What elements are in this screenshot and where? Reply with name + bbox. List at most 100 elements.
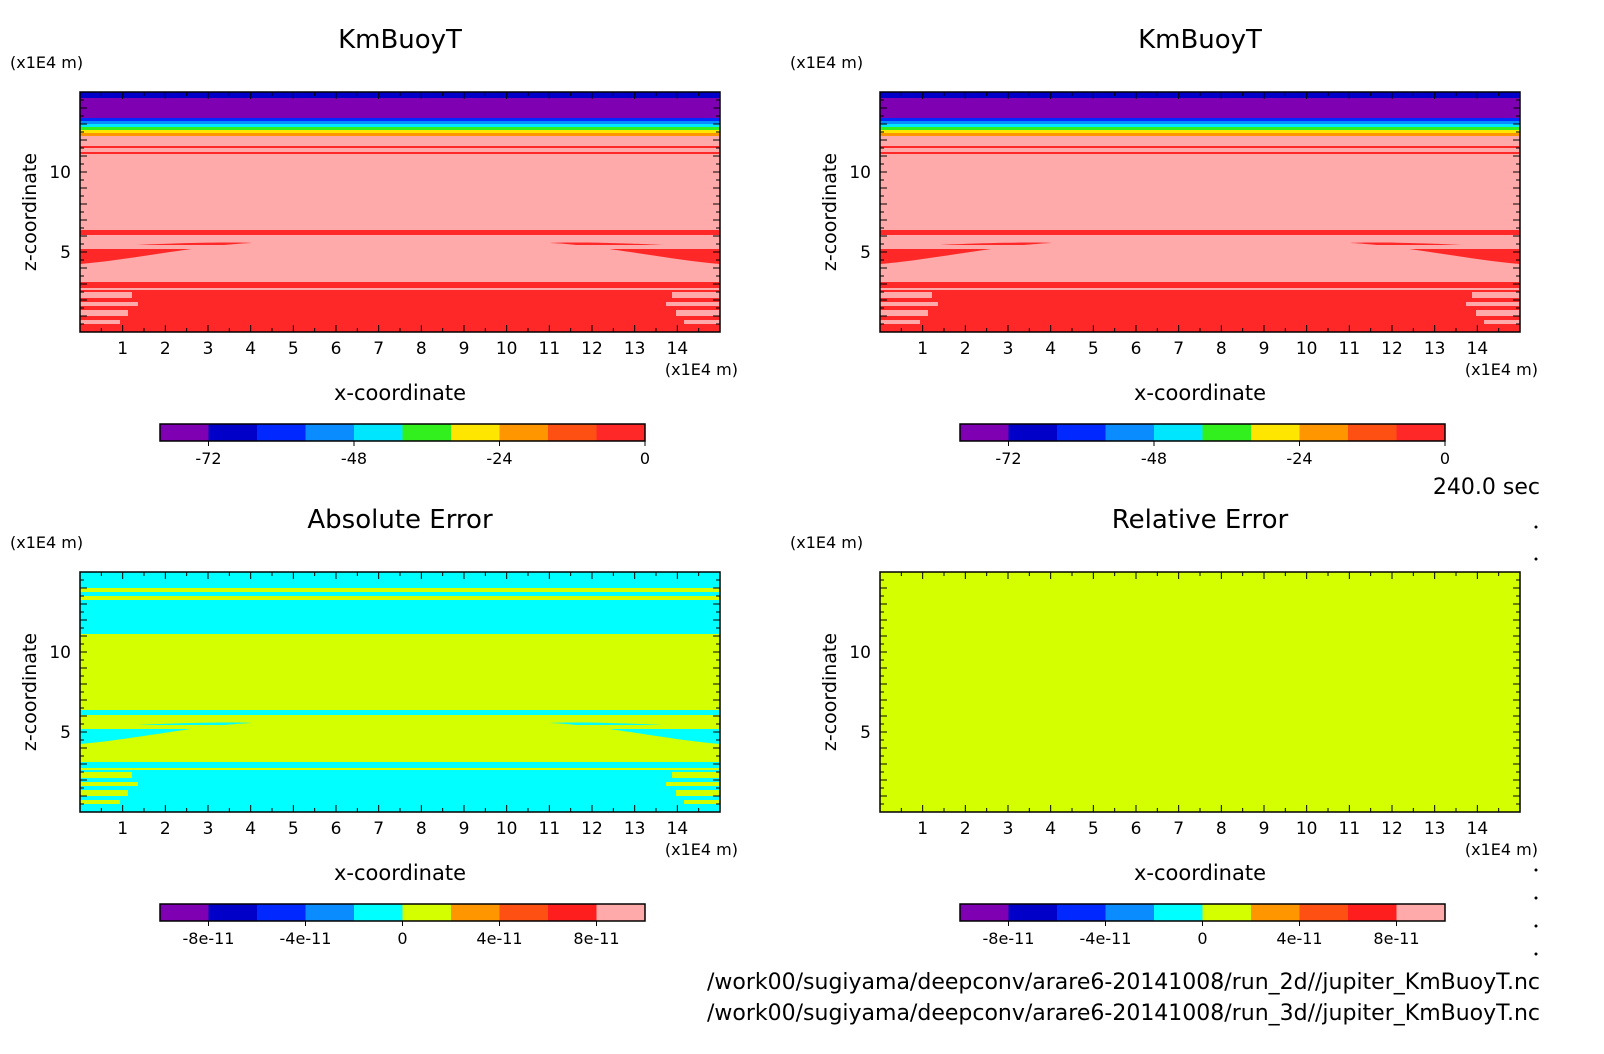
x-tick-label: 3 xyxy=(1003,339,1014,359)
y-tick-label: 10 xyxy=(849,163,871,183)
left-bottom-stripe xyxy=(80,772,132,778)
x-tick-label: 4 xyxy=(245,339,256,359)
right-lobe-gap xyxy=(1460,250,1520,254)
colorbar-segment xyxy=(1008,904,1058,921)
x-tick-label: 8 xyxy=(416,339,427,359)
chart-title: KmBuoyT xyxy=(338,25,462,55)
top-band-5 xyxy=(80,130,720,133)
left-bottom-stripe xyxy=(880,302,938,306)
colorbar-segment xyxy=(1348,424,1397,441)
colorbar-segment xyxy=(451,424,500,441)
colorbar-segment xyxy=(402,424,452,441)
x-unit-label: (x1E4 m) xyxy=(1465,360,1538,379)
x-tick-label: 4 xyxy=(245,819,256,839)
colorbar-tick-label: -8e-11 xyxy=(183,929,235,948)
x-tick-label: 13 xyxy=(1424,819,1446,839)
mid-stripe xyxy=(880,235,1520,241)
x-tick-label: 9 xyxy=(1259,819,1270,839)
left-bottom-stripe xyxy=(80,782,138,786)
colorbar-segment xyxy=(1105,424,1155,441)
colorbar-segment xyxy=(596,424,646,441)
left-lobe-gap xyxy=(880,250,940,254)
colorbar-tick-label: -72 xyxy=(195,449,221,468)
y-tick-label: 10 xyxy=(49,643,71,663)
x-tick-label: 1 xyxy=(117,819,128,839)
x-tick-label: 2 xyxy=(160,339,171,359)
x-tick-label: 2 xyxy=(960,339,971,359)
main-band xyxy=(80,634,720,710)
colorbar-segment xyxy=(548,424,597,441)
x-axis-label: x-coordinate xyxy=(1134,861,1266,885)
x-tick-label: 11 xyxy=(539,339,561,359)
colorbar-segment xyxy=(354,424,403,441)
top-band-6 xyxy=(80,133,720,136)
x-axis-label: x-coordinate xyxy=(334,381,466,405)
margin-dots xyxy=(1534,525,1538,956)
colorbar-segment xyxy=(1396,904,1446,921)
lower-lobe xyxy=(80,241,720,282)
colorbar-tick-label: 0 xyxy=(1197,929,1207,948)
right-bottom-stripe xyxy=(672,772,720,778)
x-tick-label: 2 xyxy=(960,819,971,839)
colorbar-segment xyxy=(1154,904,1203,921)
left-bottom-stripe xyxy=(80,302,138,306)
top-band-4 xyxy=(80,127,720,130)
x-unit-label: (x1E4 m) xyxy=(1465,840,1538,859)
y-unit-label: (x1E4 m) xyxy=(790,53,863,72)
colorbar-segment xyxy=(257,904,306,921)
x-tick-label: 8 xyxy=(1216,339,1227,359)
upper-band-thin xyxy=(80,148,720,152)
x-unit-label: (x1E4 m) xyxy=(665,840,738,859)
right-bottom-stripe xyxy=(684,320,720,324)
colorbar-segment xyxy=(1251,904,1300,921)
x-tick-label: 12 xyxy=(1381,339,1403,359)
colorbar-segment xyxy=(451,904,500,921)
right-bottom-stripe xyxy=(676,310,720,316)
x-tick-label: 7 xyxy=(373,339,384,359)
colorbar-segment xyxy=(596,904,646,921)
colorbar: -72 -48 -24 0 xyxy=(959,423,1450,468)
left-bottom-stripe xyxy=(80,320,120,324)
left-bottom-stripe xyxy=(880,310,928,316)
colorbar-tick-label: -4e-11 xyxy=(280,929,332,948)
colorbar-segment xyxy=(305,424,355,441)
top-band-2 xyxy=(80,121,720,124)
colorbar-segment xyxy=(1057,904,1106,921)
x-tick-label: 7 xyxy=(1173,819,1184,839)
x-tick-label: 3 xyxy=(1003,819,1014,839)
top-band-6 xyxy=(880,133,1520,136)
y-axis-label: z-coordinate xyxy=(819,153,841,271)
x-tick-label: 11 xyxy=(539,819,561,839)
right-bottom-stripe xyxy=(1476,310,1520,316)
x-tick-label: 1 xyxy=(917,339,928,359)
right-bottom-stripe xyxy=(666,782,720,786)
top-band-purple xyxy=(880,98,1520,118)
colorbar-segment xyxy=(1154,424,1203,441)
main-band xyxy=(880,154,1520,230)
chart-title: KmBuoyT xyxy=(1138,25,1262,55)
lower-lobe xyxy=(880,241,1520,282)
x-tick-label: 10 xyxy=(496,339,518,359)
x-tick-label: 6 xyxy=(1131,819,1142,839)
x-tick-label: 12 xyxy=(1381,819,1403,839)
colorbar: -8e-11 -4e-11 0 4e-11 8e-11 xyxy=(159,903,646,948)
x-tick-label: 1 xyxy=(917,819,928,839)
main-band xyxy=(80,154,720,230)
left-bottom-stripe xyxy=(80,292,132,298)
y-unit-label: (x1E4 m) xyxy=(790,533,863,552)
colorbar-tick-label: -48 xyxy=(1141,449,1167,468)
left-lobe-gap xyxy=(80,250,140,254)
top-band-purple xyxy=(80,98,720,118)
colorbar-frame xyxy=(159,423,646,442)
colorbar-segment xyxy=(160,424,209,441)
colorbar-segment xyxy=(1105,904,1155,921)
x-tick-label: 4 xyxy=(1045,819,1056,839)
colorbar-segment xyxy=(960,424,1009,441)
colorbar-segment xyxy=(499,904,549,921)
colorbar-segment xyxy=(402,904,452,921)
x-tick-label: 10 xyxy=(496,819,518,839)
